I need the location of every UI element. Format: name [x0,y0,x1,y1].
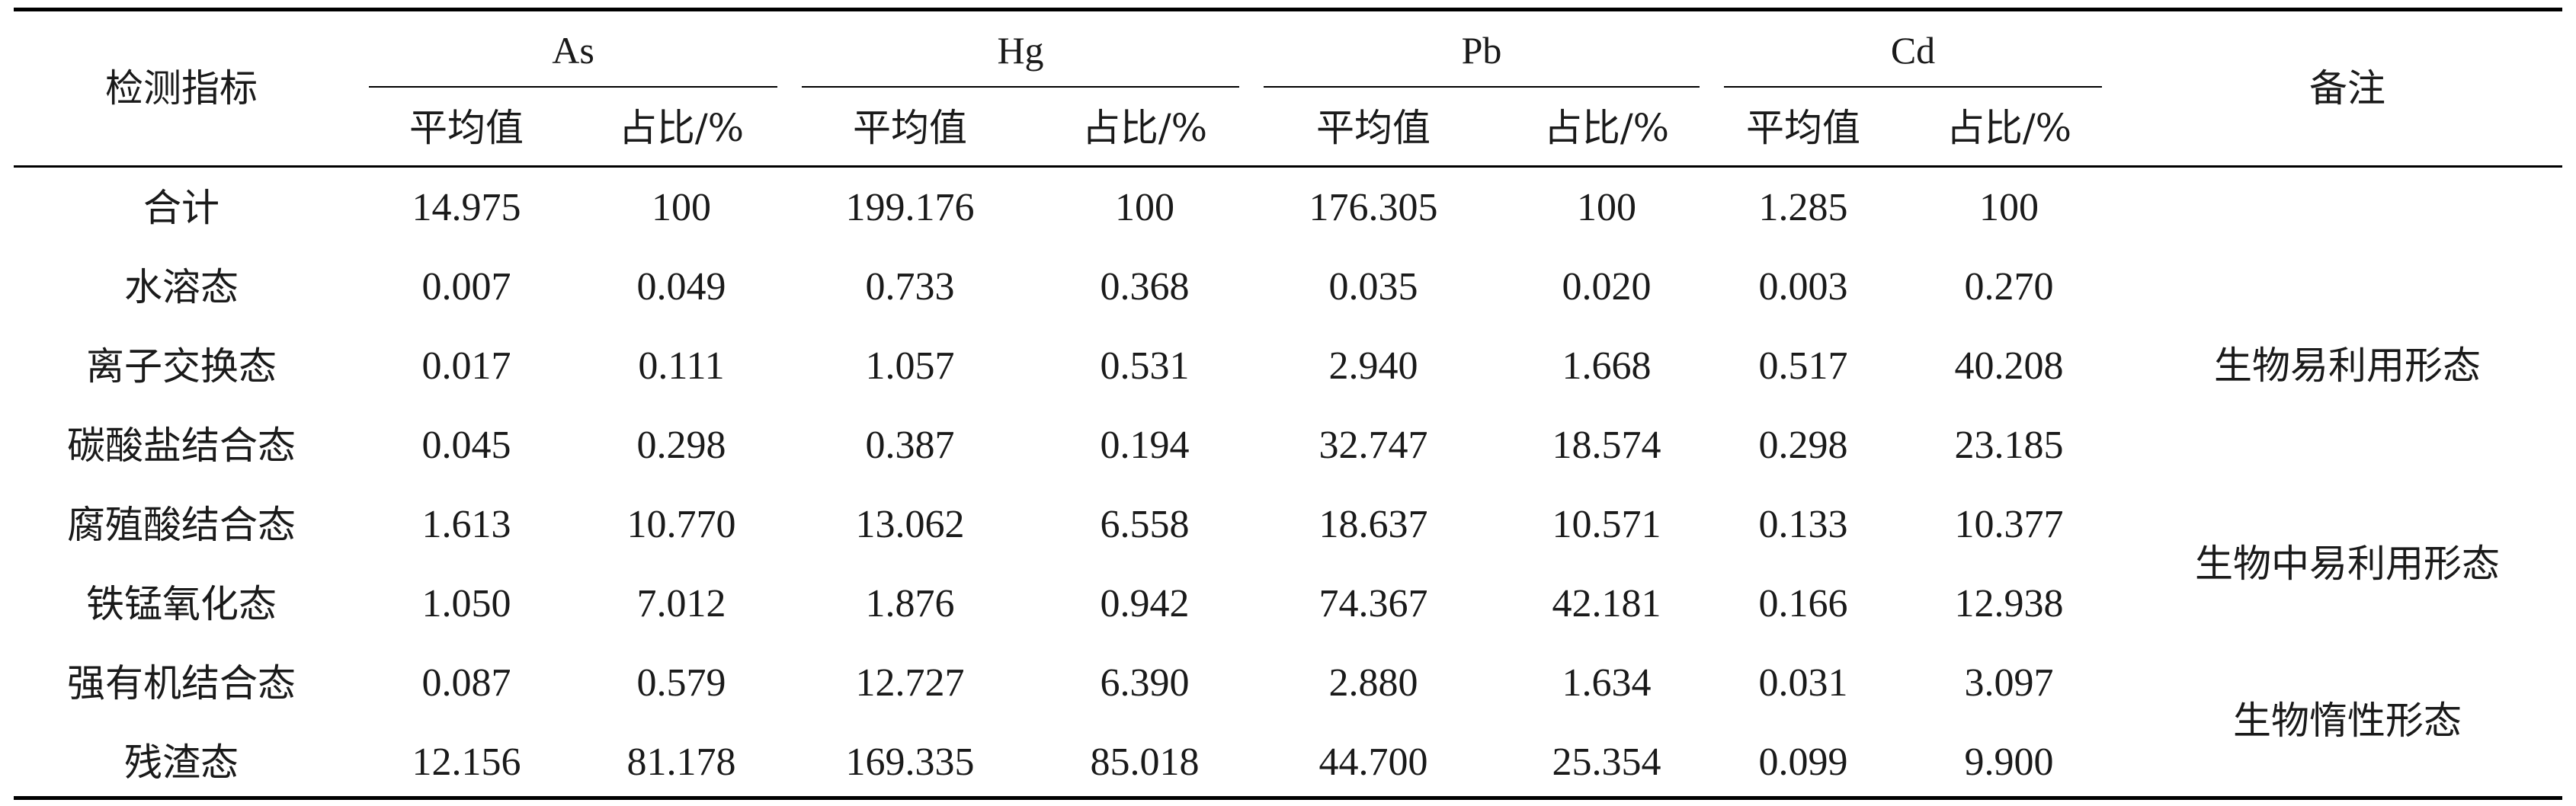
table-cell: 169.335 [845,740,975,784]
table-cell: 6.558 [1100,503,1190,546]
table-cell: 44.700 [1318,740,1428,784]
table-cell: 10.770 [626,503,736,546]
remark-bio-inert: 生物惰性形态 [2233,699,2462,743]
table-cell: 0.517 [1758,344,1848,388]
table-cell: 0.111 [638,344,725,388]
as-group-underline [369,86,777,88]
table-cell: 0.133 [1758,503,1848,546]
sub-header-mean-hg: 平均值 [853,106,967,150]
table-header-rule [14,165,2562,168]
remark-bioavailable: 生物易利用形态 [2214,344,2481,388]
cd-group-underline [1724,86,2102,88]
table-cell: 2.940 [1328,344,1418,388]
table-cell: 0.298 [636,424,726,467]
table-cell: 176.305 [1309,186,1438,229]
table-cell: 13.062 [855,503,965,546]
row-label: 碳酸盐结合态 [67,424,296,468]
table-cell: 85.018 [1090,740,1200,784]
hg-group-underline [802,86,1239,88]
table-cell: 1.050 [421,582,511,625]
element-header-cd: Cd [1890,29,1936,72]
table-cell: 0.031 [1758,661,1848,705]
table-cell: 10.377 [1954,503,2064,546]
element-header-pb: Pb [1461,29,1502,72]
table-cell: 100 [1115,186,1174,229]
row-label: 合计 [143,186,219,230]
table-cell: 0.270 [1964,265,2054,309]
table-cell: 14.975 [412,186,521,229]
table-cell: 12.156 [412,740,521,784]
table-cell: 1.668 [1562,344,1652,388]
table-cell: 18.574 [1552,424,1661,467]
table-cell: 74.367 [1318,582,1428,625]
table-cell: 0.049 [636,265,726,309]
table-cell: 12.727 [855,661,965,705]
table-cell: 0.099 [1758,740,1848,784]
row-label: 铁锰氧化态 [86,582,277,626]
pb-group-underline [1264,86,1700,88]
remark-moderately-bioavailable: 生物中易利用形态 [2195,542,2500,586]
sub-header-percent-as: 占比/% [618,106,745,150]
table-cell: 0.166 [1758,582,1848,625]
table-cell: 10.571 [1552,503,1661,546]
table-cell: 0.368 [1100,265,1190,309]
table-cell: 0.531 [1100,344,1190,388]
table-cell: 0.017 [421,344,511,388]
table-cell: 1.634 [1562,661,1652,705]
row-label: 水溶态 [124,265,239,309]
row-label: 离子交换态 [86,344,277,389]
row-label: 腐殖酸结合态 [67,503,296,547]
table-cell: 0.733 [865,265,955,309]
table-cell: 100 [1577,186,1636,229]
table-cell: 0.045 [421,424,511,467]
table-cell: 0.579 [636,661,726,705]
row-header-label: 检测指标 [105,66,258,110]
row-label: 残渣态 [124,740,239,785]
table-cell: 2.880 [1328,661,1418,705]
table-cell: 12.938 [1954,582,2064,625]
table-bottom-rule [14,796,2562,800]
table-cell: 25.354 [1552,740,1661,784]
element-header-as: As [552,29,594,72]
table-cell: 0.087 [421,661,511,705]
table-cell: 0.298 [1758,424,1848,467]
table-cell: 18.637 [1318,503,1428,546]
table-cell: 0.194 [1100,424,1190,467]
table-cell: 199.176 [845,186,975,229]
sub-header-mean-cd: 平均值 [1746,106,1860,150]
table-top-rule [14,8,2562,11]
table-cell: 81.178 [626,740,736,784]
table-cell: 1.057 [865,344,955,388]
table-cell: 1.613 [421,503,511,546]
table-cell: 0.035 [1328,265,1418,309]
table-cell: 1.876 [865,582,955,625]
table-cell: 0.942 [1100,582,1190,625]
remark-header-label: 备注 [2309,66,2385,110]
sub-header-percent-cd: 占比/% [1946,106,2072,150]
table-cell: 3.097 [1964,661,2054,705]
sub-header-percent-pb: 占比/% [1543,106,1670,150]
table-cell: 100 [1979,186,2039,229]
sub-header-mean-pb: 平均值 [1316,106,1431,150]
table-cell: 40.208 [1954,344,2064,388]
table-cell: 32.747 [1318,424,1428,467]
sub-header-mean-as: 平均值 [409,106,524,150]
table-cell: 100 [652,186,711,229]
table-cell: 7.012 [636,582,726,625]
element-header-hg: Hg [997,29,1044,72]
table-cell: 0.007 [421,265,511,309]
table-cell: 0.020 [1562,265,1652,309]
table-cell: 0.003 [1758,265,1848,309]
table-cell: 9.900 [1964,740,2054,784]
table-cell: 1.285 [1758,186,1848,229]
table-cell: 23.185 [1954,424,2064,467]
table-cell: 0.387 [865,424,955,467]
sub-header-percent-hg: 占比/% [1081,106,1208,150]
table-cell: 6.390 [1100,661,1190,705]
row-label: 强有机结合态 [67,661,296,705]
table-cell: 42.181 [1552,582,1661,625]
